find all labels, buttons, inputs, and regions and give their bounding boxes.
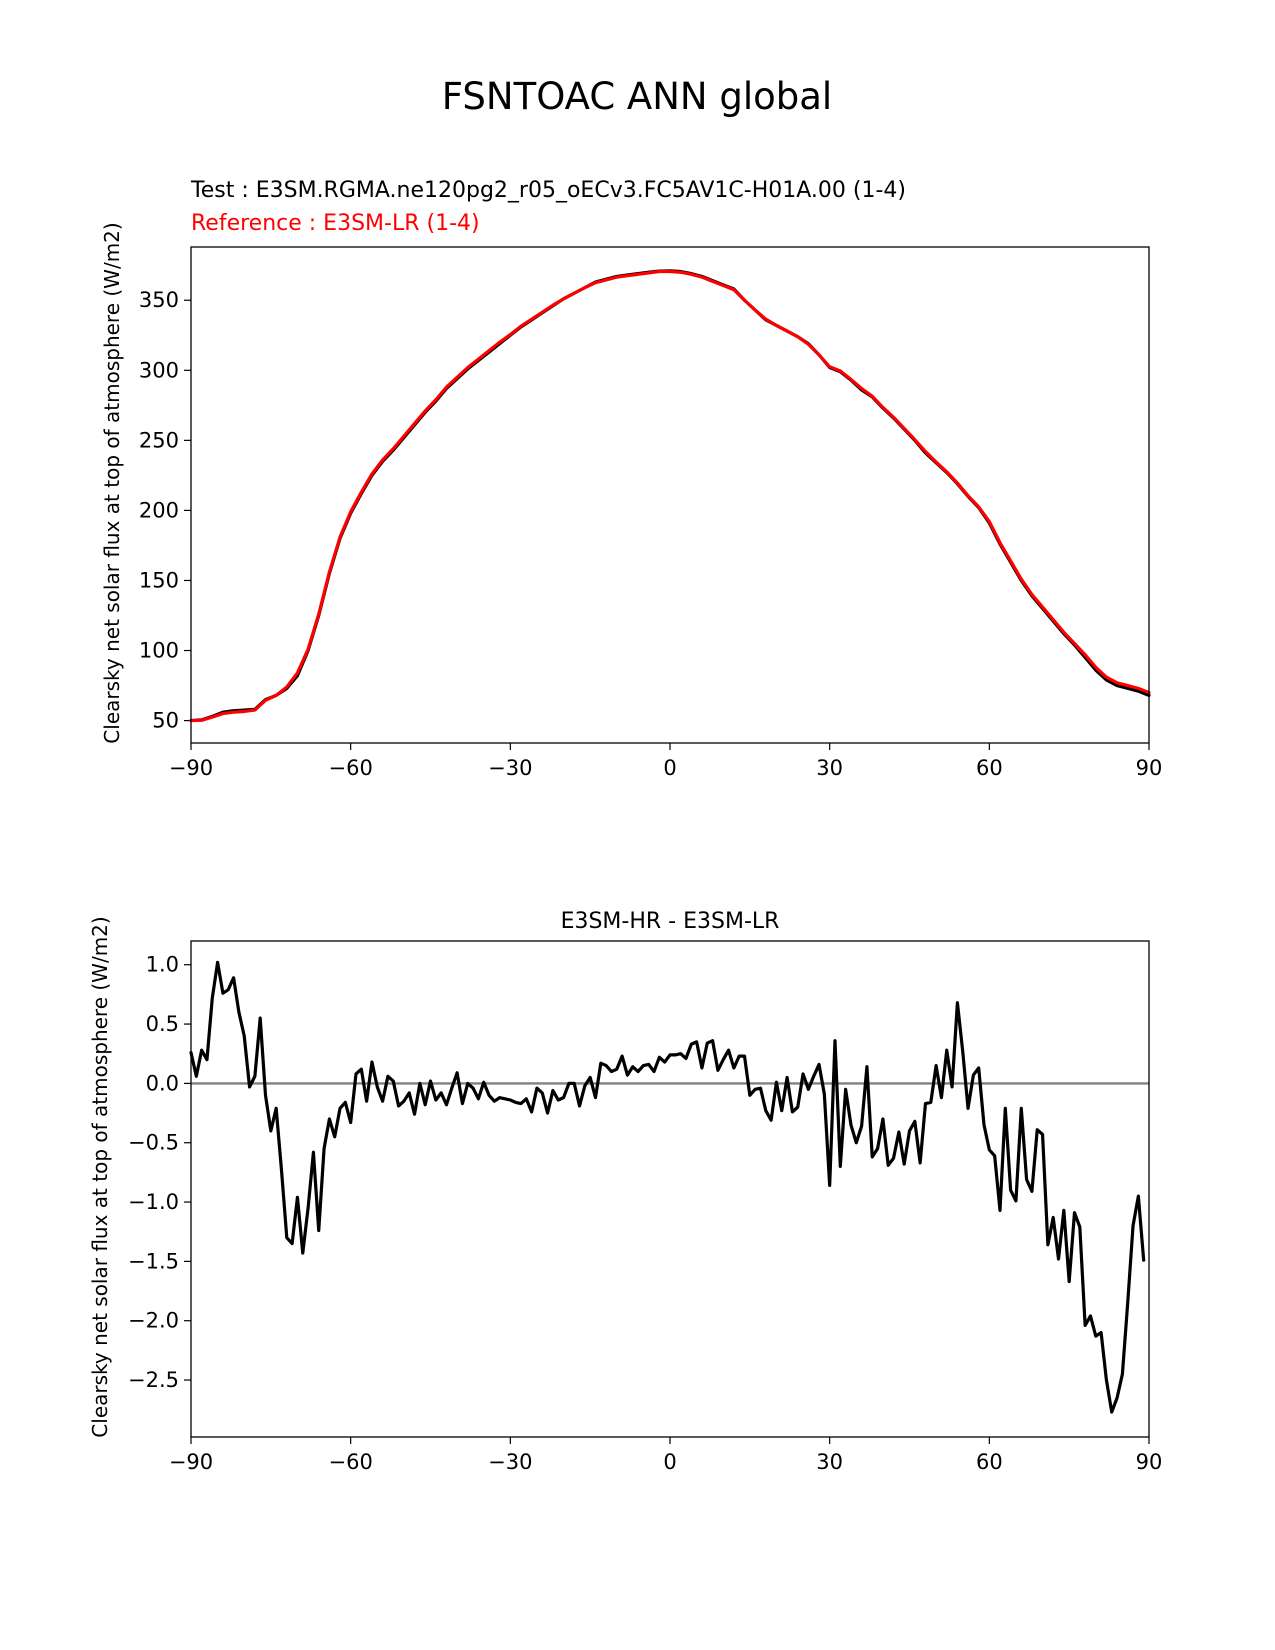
bottom-y-tick-label: 1.0 [146, 953, 179, 977]
test-label: Test : E3SM.RGMA.ne120pg2_r05_oECv3.FC5A… [190, 178, 906, 203]
bottom-panel: E3SM-HR - E3SM-LR Clearsky net solar flu… [88, 909, 1162, 1474]
bottom-x-tick-label: −30 [488, 1450, 532, 1474]
bottom-x-tick-label: 30 [816, 1450, 843, 1474]
top-plot-lines [189, 269, 1151, 723]
bottom-y-tick-label: 0.5 [146, 1012, 179, 1036]
top-y-tick-label: 250 [139, 428, 179, 452]
top-y-tick-label: 350 [139, 288, 179, 312]
reference-label: Reference : E3SM-LR (1-4) [191, 211, 480, 236]
bottom-y-tick-label: −1.0 [128, 1190, 179, 1214]
top-y-tick-label: 100 [139, 639, 179, 663]
bottom-y-tick-label: −2.0 [128, 1309, 179, 1333]
top-x-tick-label: 0 [663, 756, 676, 780]
top-x-tick-label: −30 [488, 756, 532, 780]
difference-title: E3SM-HR - E3SM-LR [561, 909, 780, 934]
top-x-tick-label: 60 [976, 756, 1003, 780]
bottom-axis-ticks: −90 −60 −30 0 30 60 90 1.0 0.5 0.0 −0.5 −1.0 −1.5 −2.… [128, 953, 1162, 1474]
top-y-tick-label: 150 [139, 568, 179, 592]
bottom-series-difference-line [189, 960, 1146, 1414]
top-y-axis-label: Clearsky net solar flux at top of atmosp… [100, 222, 124, 743]
bottom-x-tick-label: 90 [1136, 1450, 1163, 1474]
top-x-tick-label: 90 [1136, 756, 1163, 780]
top-y-tick-label: 300 [139, 358, 179, 382]
top-plot-frame [190, 246, 1150, 744]
bottom-y-axis-label: Clearsky net solar flux at top of atmosp… [88, 916, 112, 1437]
top-x-tick-label: 30 [816, 756, 843, 780]
top-series-reference-line [189, 269, 1151, 723]
bottom-plot-lines [189, 960, 1149, 1414]
bottom-plot-frame [190, 940, 1150, 1438]
bottom-x-tick-label: −60 [329, 1450, 373, 1474]
top-y-tick-label: 200 [139, 498, 179, 522]
top-x-tick-label: −60 [329, 756, 373, 780]
figure-title: FSNTOAC ANN global [442, 75, 832, 118]
bottom-y-tick-label: −2.5 [128, 1368, 179, 1392]
bottom-y-tick-label: −0.5 [128, 1131, 179, 1155]
bottom-y-tick-label: −1.5 [128, 1249, 179, 1273]
top-y-tick-label: 50 [152, 709, 179, 733]
top-axis-ticks: −90 −60 −30 0 30 60 90 50 100 150 200 250 300 350 [139, 288, 1162, 780]
bottom-x-tick-label: 0 [663, 1450, 676, 1474]
bottom-x-tick-label: −90 [169, 1450, 213, 1474]
top-panel: Test : E3SM.RGMA.ne120pg2_r05_oECv3.FC5A… [100, 178, 1162, 780]
bottom-x-tick-label: 60 [976, 1450, 1003, 1474]
top-x-tick-label: −90 [169, 756, 213, 780]
bottom-y-tick-label: 0.0 [146, 1071, 179, 1095]
